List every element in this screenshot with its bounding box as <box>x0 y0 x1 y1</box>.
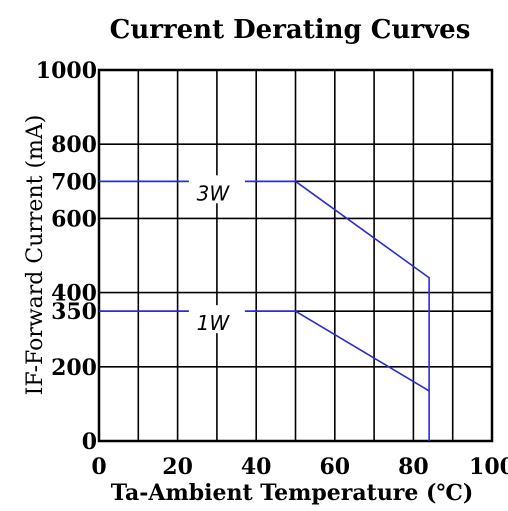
x-tick-label: 20 <box>162 454 193 480</box>
series-label-bg <box>188 175 245 204</box>
y-tick-label: 400 <box>51 281 97 307</box>
series-label-bg <box>188 305 245 334</box>
x-tick-label: 0 <box>91 454 106 480</box>
series-label-3w: 3W <box>197 181 231 205</box>
series-label-1w: 1W <box>197 311 231 335</box>
series-line-1w <box>99 310 430 392</box>
y-tick-label: 200 <box>51 355 97 381</box>
grid-layer <box>97 68 494 443</box>
y-tick-label: 1000 <box>36 58 97 84</box>
y-tick-label: 0 <box>82 429 97 455</box>
y-tick-label: 800 <box>51 132 97 158</box>
x-tick-label: 60 <box>319 454 350 480</box>
y-tick-label: 350 <box>51 299 97 325</box>
chart-title: Current Derating Curves <box>110 15 471 45</box>
x-tick-label: 40 <box>241 454 272 480</box>
x-axis-label: Ta-Ambient Temperature (℃) <box>111 480 473 506</box>
x-tick-label: 80 <box>398 454 429 480</box>
plot-border <box>97 68 494 443</box>
x-tick-label: 100 <box>469 454 508 480</box>
y-tick-label: 600 <box>51 206 97 232</box>
y-axis-label: IF-Forward Current (mA) <box>23 115 48 396</box>
y-tick-label: 700 <box>51 169 97 195</box>
series-label-layer: 3W 1W <box>188 175 245 335</box>
